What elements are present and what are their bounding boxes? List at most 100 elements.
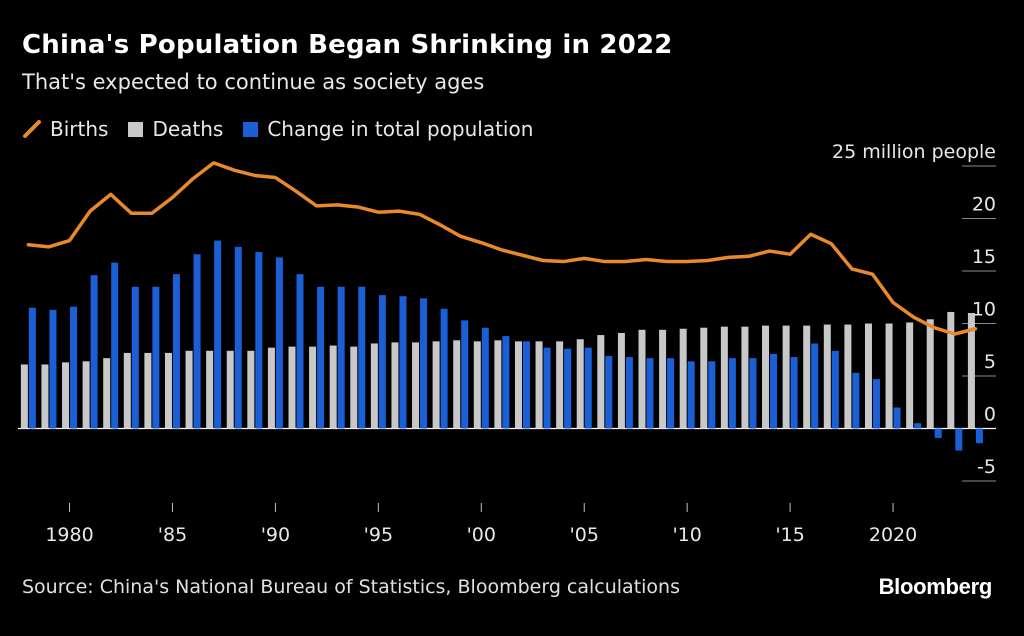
- change-bar: [934, 428, 942, 438]
- legend: Births Deaths Change in total population: [22, 117, 553, 141]
- change-bar: [214, 240, 222, 429]
- change-bar: [852, 372, 860, 429]
- change-bar: [440, 308, 448, 429]
- x-tick-label: '05: [570, 524, 599, 546]
- legend-item-change: Change in total population: [243, 117, 533, 141]
- deaths-bar: [803, 325, 811, 429]
- deaths-bar: [638, 329, 646, 429]
- change-bar: [152, 286, 160, 429]
- deaths-bar: [617, 332, 625, 429]
- births-line-group: [26, 161, 978, 336]
- change-bar: [914, 423, 922, 429]
- y-tick-label: -5: [977, 456, 996, 478]
- legend-label-births: Births: [50, 117, 109, 141]
- deaths-bar: [535, 341, 543, 429]
- deaths-bars: [20, 311, 975, 429]
- change-bar: [399, 296, 407, 429]
- change-bar: [255, 252, 263, 429]
- legend-label-deaths: Deaths: [152, 117, 224, 141]
- x-axis: 1980 '85 '90 '95 '00 '05 '10 '15 2020: [45, 503, 917, 546]
- deaths-bar: [823, 324, 831, 429]
- change-bar: [646, 358, 654, 429]
- change-bars: [28, 240, 983, 451]
- change-bar: [131, 286, 139, 429]
- y-tick-label: 15: [972, 246, 996, 268]
- deaths-bar: [679, 328, 687, 429]
- deaths-bar: [164, 352, 172, 429]
- x-tick-label: '95: [364, 524, 393, 546]
- change-bar: [975, 428, 983, 444]
- change-bar: [893, 407, 901, 429]
- deaths-bar: [864, 323, 872, 429]
- deaths-bar: [967, 313, 975, 429]
- deaths-bar: [576, 339, 584, 429]
- deaths-bar: [370, 343, 378, 429]
- deaths-bar: [741, 326, 749, 429]
- change-bar: [522, 341, 530, 429]
- deaths-bar: [20, 364, 28, 429]
- change-bar: [481, 327, 489, 429]
- deaths-bar: [762, 325, 770, 429]
- x-tick-label: '00: [467, 524, 496, 546]
- deaths-bar: [906, 322, 914, 429]
- change-bar: [955, 428, 963, 451]
- chart-title: China's Population Began Shrinking in 20…: [22, 30, 673, 60]
- deaths-bar: [144, 352, 152, 429]
- deaths-bar: [700, 327, 708, 429]
- x-tick-label: 2020: [869, 524, 917, 546]
- change-bar: [811, 343, 819, 429]
- deaths-bar: [514, 341, 522, 429]
- change-bar: [564, 348, 572, 429]
- y-tick-label: 0: [984, 404, 996, 426]
- gridlines: [18, 165, 996, 482]
- deaths-bar: [659, 329, 667, 429]
- change-bar: [584, 347, 592, 429]
- change-bar: [708, 361, 716, 429]
- legend-label-change: Change in total population: [267, 117, 534, 141]
- deaths-bar: [247, 350, 255, 429]
- change-square-icon: [243, 122, 259, 137]
- change-bar: [770, 353, 778, 429]
- deaths-bar: [473, 341, 481, 429]
- deaths-bar: [309, 346, 317, 429]
- deaths-bar: [782, 325, 790, 429]
- x-tick-label: '85: [158, 524, 187, 546]
- deaths-bar: [123, 352, 131, 429]
- source-note: Source: China's National Bureau of Stati…: [22, 576, 680, 598]
- y-axis: -5 0 5 10 15 20 25 million people: [832, 141, 996, 478]
- change-bar: [378, 295, 386, 429]
- change-bar: [90, 275, 98, 429]
- change-bar: [317, 286, 325, 429]
- deaths-square-icon: [128, 122, 144, 137]
- deaths-bar: [947, 311, 955, 429]
- change-bar: [70, 306, 78, 429]
- deaths-bar: [350, 346, 358, 429]
- change-bar: [358, 286, 366, 429]
- change-bar: [728, 358, 736, 429]
- legend-item-deaths: Deaths: [128, 117, 223, 141]
- change-bar: [749, 358, 757, 429]
- change-bar: [111, 262, 119, 429]
- x-tick-label: '10: [672, 524, 701, 546]
- deaths-bar: [103, 358, 111, 429]
- x-tick-label: '15: [775, 524, 804, 546]
- x-tick-label: '90: [261, 524, 290, 546]
- deaths-bar: [267, 347, 275, 429]
- legend-item-births: Births: [22, 117, 108, 141]
- deaths-bar: [926, 319, 934, 429]
- deaths-bar: [82, 361, 90, 429]
- deaths-bar: [226, 350, 234, 429]
- change-bar: [275, 257, 283, 429]
- change-bar: [625, 357, 633, 429]
- change-bar: [172, 274, 180, 429]
- deaths-bar: [720, 326, 728, 429]
- deaths-bar: [288, 346, 296, 429]
- deaths-bar: [412, 342, 420, 429]
- change-bar: [687, 361, 695, 429]
- bloomberg-logo: Bloomberg: [878, 574, 993, 599]
- deaths-bar: [185, 350, 193, 429]
- change-bar: [420, 298, 428, 429]
- deaths-bar: [494, 340, 502, 429]
- y-tick-label: 20: [972, 194, 996, 216]
- change-bar: [461, 320, 469, 429]
